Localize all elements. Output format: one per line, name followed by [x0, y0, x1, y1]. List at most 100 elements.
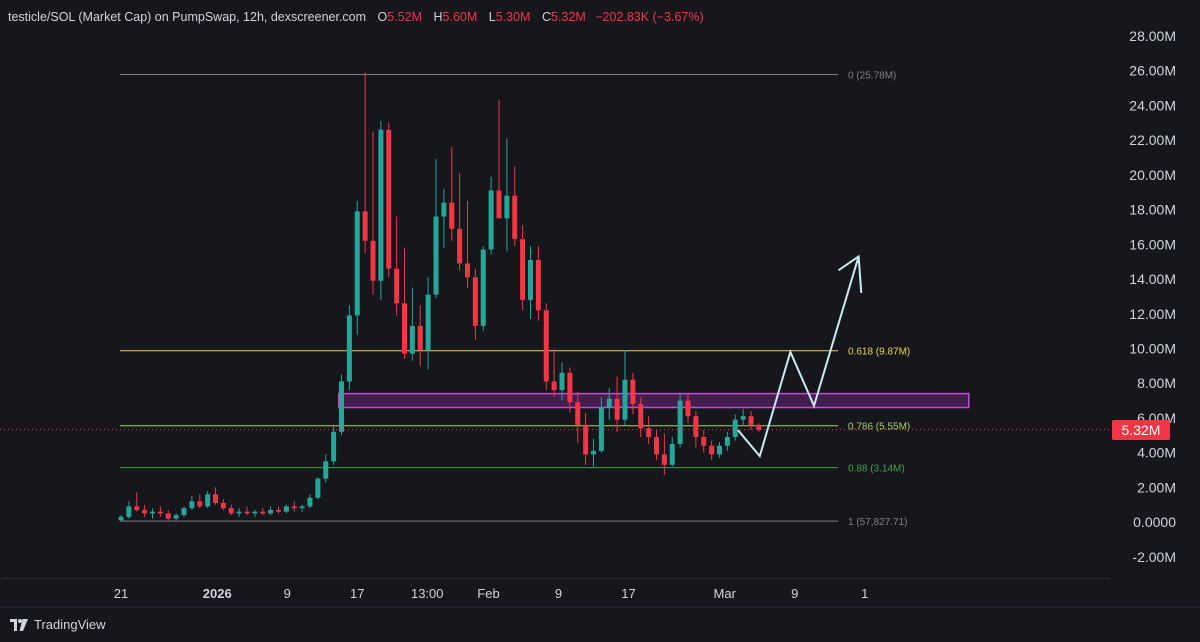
candle	[661, 433, 667, 476]
candle-body	[504, 195, 510, 219]
candle	[157, 506, 163, 517]
x-tick-label: 9	[791, 586, 798, 601]
candle-body	[512, 195, 518, 240]
price-axis[interactable]: 28.00M 26.00M 24.00M 22.00M 20.00M 18.00M 16.0…	[1129, 28, 1176, 565]
tradingview-logo-icon	[10, 618, 28, 631]
projection-arrow[interactable]	[737, 254, 863, 459]
candle-body	[126, 506, 132, 517]
y-tick-label: 16.00M	[1129, 236, 1176, 252]
candle	[472, 268, 478, 340]
candles	[118, 72, 762, 521]
candle	[480, 246, 486, 332]
y-tick-label: 8.00M	[1137, 375, 1176, 391]
projection-path[interactable]	[737, 256, 860, 459]
candle	[386, 122, 392, 278]
x-tick-label: 13:00	[411, 586, 444, 601]
candle	[606, 388, 612, 420]
candle	[701, 430, 707, 453]
change-value: −202.83K (−3.67%)	[595, 10, 704, 24]
candle	[622, 350, 628, 425]
fib-level-label: 0.786 (5.55M)	[848, 422, 910, 433]
y-tick-label: 28.00M	[1129, 28, 1176, 44]
candle	[339, 374, 344, 436]
candle	[134, 492, 140, 512]
candle	[724, 431, 730, 451]
y-tick-label: 10.00M	[1129, 340, 1176, 356]
candle-body	[362, 211, 368, 241]
candle	[220, 499, 226, 510]
candle	[638, 397, 644, 438]
candle-body	[354, 211, 360, 316]
candle	[268, 506, 274, 516]
candle	[567, 367, 573, 413]
candle	[528, 246, 533, 319]
candle	[535, 246, 541, 321]
candle-body	[457, 228, 463, 264]
projection-arrowhead	[837, 254, 863, 293]
y-tick-label: 22.00M	[1129, 132, 1176, 148]
candle	[717, 442, 722, 458]
candle-body	[606, 398, 612, 408]
high-label: H	[433, 10, 443, 24]
candle-body	[709, 445, 715, 455]
supply-zone-rectangle[interactable]	[338, 392, 970, 409]
open-value: 5.52M	[387, 10, 423, 24]
candle-body	[732, 419, 738, 438]
fib-retracement[interactable]: 0 (25.78M) 0.618 (9.87M) 0.786 (5.55M) 0.88…	[120, 71, 910, 529]
candle-body	[417, 325, 423, 351]
x-tick-label: Mar	[714, 586, 737, 601]
candle	[370, 131, 376, 295]
candle	[197, 494, 203, 509]
x-tick-label: 9	[555, 586, 562, 601]
candle	[291, 501, 297, 512]
candle-body	[654, 437, 659, 455]
candle-body	[189, 501, 195, 509]
candle-body	[480, 249, 486, 326]
candle-body	[244, 511, 250, 514]
candle	[276, 506, 281, 514]
candle-body	[740, 416, 746, 420]
candle-body	[134, 506, 140, 510]
zone-rect[interactable]	[338, 392, 970, 409]
candle	[669, 437, 675, 467]
candle	[323, 454, 329, 483]
y-tick-label: 0.0000	[1133, 514, 1176, 530]
candle	[417, 305, 423, 366]
candle-body	[150, 511, 155, 514]
candle	[173, 513, 179, 521]
candle-body	[173, 515, 179, 519]
candle	[465, 200, 470, 288]
candle-body	[370, 240, 376, 281]
candle	[543, 303, 549, 391]
x-tick-label: 17	[350, 586, 364, 601]
candle	[433, 159, 439, 299]
candle-body	[677, 400, 683, 444]
candle	[504, 138, 510, 252]
candle	[165, 509, 171, 521]
candle	[693, 410, 699, 448]
symbol-legend[interactable]: testicle/SOL (Market Cap) on PumpSwap, 1…	[8, 10, 704, 24]
candle-body	[220, 502, 226, 509]
time-axis[interactable]: 21 2026 9 17 13:00 Feb 9 17 Mar 9 1	[114, 586, 869, 601]
tradingview-brand[interactable]: TradingView	[10, 617, 106, 632]
x-tick-label: 21	[114, 586, 128, 601]
close-label: C	[541, 10, 551, 24]
candle	[496, 100, 502, 219]
candle-body	[724, 437, 730, 446]
chart-pane[interactable]: 0 (25.78M) 0.618 (9.87M) 0.786 (5.55M) 0.88…	[0, 28, 1200, 608]
candle-body	[205, 494, 211, 507]
last-price-tag: 5.32M	[1112, 420, 1170, 440]
candle	[449, 147, 455, 241]
candle	[346, 305, 352, 391]
candle-body	[118, 516, 124, 521]
low-label: L	[488, 10, 496, 24]
candle-body	[181, 508, 187, 516]
y-tick-label: 2.00M	[1137, 479, 1176, 495]
candle-body	[646, 428, 652, 438]
y-tick-label: 4.00M	[1137, 445, 1176, 461]
candle-body	[378, 129, 384, 281]
x-tick-label: Feb	[477, 586, 499, 601]
candle	[394, 216, 400, 316]
tradingview-brand-name: TradingView	[34, 617, 106, 632]
